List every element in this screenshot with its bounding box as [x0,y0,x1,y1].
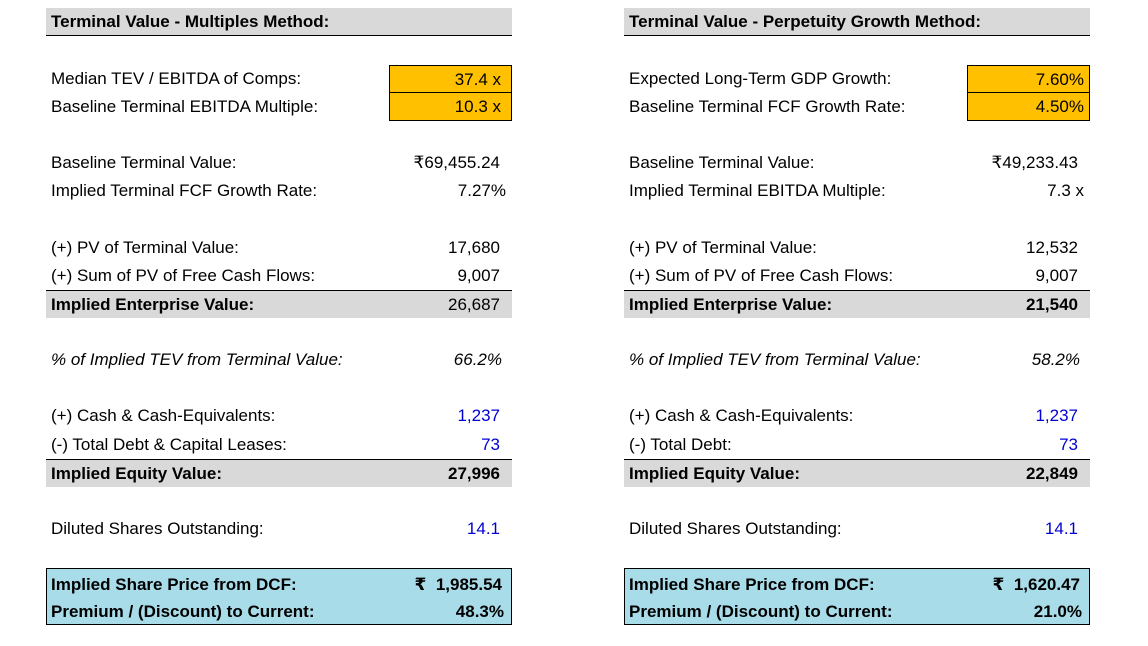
row-debt: (-) Total Debt & Capital Leases: 73 [46,431,512,459]
row-value: ₹49,233.43 [991,153,1078,172]
row-label: Premium / (Discount) to Current: [51,602,315,621]
row-label: Implied Equity Value: [51,464,222,483]
input-label: Baseline Terminal FCF Growth Rate: [629,97,906,116]
row-label: Implied Share Price from DCF: [51,575,297,594]
row-label: Diluted Shares Outstanding: [629,519,842,538]
row-value: 26,687 [448,295,500,314]
row-value: ₹ 1,620.47 [992,575,1080,594]
row-label: (-) Total Debt & Capital Leases: [51,435,287,454]
row-label: (+) Cash & Cash-Equivalents: [629,406,854,425]
input-row-fcf-growth: Baseline Terminal FCF Growth Rate: [624,93,1090,121]
row-implied-share-price: Implied Share Price from DCF: ₹ 1,985.54 [47,571,510,599]
multiples-method-title-row: Terminal Value - Multiples Method: [46,8,512,36]
row-premium-discount: Premium / (Discount) to Current: 21.0% [625,598,1088,626]
row-value: 48.3% [455,602,504,621]
row-label: Implied Enterprise Value: [51,295,255,314]
input-row-terminal-ebitda-multiple: Baseline Terminal EBITDA Multiple: [46,93,512,121]
perpetuity-growth-panel: Terminal Value - Perpetuity Growth Metho… [624,0,1090,646]
row-label: Baseline Terminal Value: [629,153,815,172]
row-value: 73 [1059,435,1078,454]
row-label: Premium / (Discount) to Current: [629,602,893,621]
row-value: 58.2% [1031,350,1080,369]
input-row-median-tev-ebitda: Median TEV / EBITDA of Comps: [46,65,512,93]
row-value: 14.1 [1044,519,1078,538]
row-value: 21,540 [1026,295,1078,314]
row-label: Implied Equity Value: [629,464,800,483]
row-value: 22,849 [1026,464,1078,483]
input-label: Baseline Terminal EBITDA Multiple: [51,97,319,116]
row-implied-equity-value: Implied Equity Value: 22,849 [624,459,1090,487]
section-title: Terminal Value - Multiples Method: [51,12,330,31]
input-label: Median TEV / EBITDA of Comps: [51,69,302,88]
row-value: 66.2% [453,350,502,369]
row-value: 9,007 [457,266,500,285]
row-value: 1,237 [457,406,500,425]
row-implied-share-price: Implied Share Price from DCF: ₹ 1,620.47 [625,571,1088,599]
row-label: Diluted Shares Outstanding: [51,519,264,538]
row-label: (-) Total Debt: [629,435,732,454]
input-row-gdp-growth: Expected Long-Term GDP Growth: [624,65,1090,93]
row-label: Implied Terminal EBITDA Multiple: [629,181,886,200]
row-cash: (+) Cash & Cash-Equivalents: 1,237 [624,402,1090,430]
input-value[interactable]: 4.50% [1035,97,1084,116]
row-diluted-shares: Diluted Shares Outstanding: 14.1 [624,515,1090,543]
row-label: Baseline Terminal Value: [51,153,237,172]
input-value[interactable]: 7.60% [1035,70,1084,89]
input-cell-terminal-ebitda-multiple[interactable]: 10.3 x [389,93,512,121]
row-value: 14.1 [466,519,500,538]
row-label: % of Implied TEV from Terminal Value: [51,350,343,369]
row-value: 73 [481,435,500,454]
row-value: 7.27% [457,181,506,200]
row-label: (+) PV of Terminal Value: [51,238,239,257]
row-label: Implied Share Price from DCF: [629,575,875,594]
row-label: % of Implied TEV from Terminal Value: [629,350,921,369]
row-sum-pv-fcf: (+) Sum of PV of Free Cash Flows: 9,007 [46,262,512,290]
row-label: (+) Cash & Cash-Equivalents: [51,406,276,425]
row-implied-equity-value: Implied Equity Value: 27,996 [46,459,512,487]
row-value: ₹ 1,985.54 [414,575,502,594]
input-cell-median-tev-ebitda[interactable]: 37.4 x [389,65,512,93]
row-baseline-terminal-value: Baseline Terminal Value: ₹49,233.43 [624,149,1090,177]
row-value: 17,680 [448,238,500,257]
row-implied-fcf-growth: Implied Terminal FCF Growth Rate: 7.27% [46,177,512,205]
row-value: ₹69,455.24 [413,153,500,172]
row-label: Implied Enterprise Value: [629,295,833,314]
row-pct-tev-from-tv: % of Implied TEV from Terminal Value: 58… [624,346,1090,374]
row-value: 12,532 [1026,238,1078,257]
row-pv-terminal-value: (+) PV of Terminal Value: 17,680 [46,234,512,262]
row-value: 1,237 [1035,406,1078,425]
multiples-method-panel: Terminal Value - Multiples Method: Media… [46,0,512,646]
input-cell-gdp-growth[interactable]: 7.60% [967,65,1090,93]
row-baseline-terminal-value: Baseline Terminal Value: ₹69,455.24 [46,149,512,177]
row-label: (+) Sum of PV of Free Cash Flows: [629,266,894,285]
row-value: 27,996 [448,464,500,483]
row-implied-ebitda-multiple: Implied Terminal EBITDA Multiple: 7.3 x [624,177,1090,205]
input-label: Expected Long-Term GDP Growth: [629,69,892,88]
input-value[interactable]: 10.3 x [454,97,501,116]
row-sum-pv-fcf: (+) Sum of PV of Free Cash Flows: 9,007 [624,262,1090,290]
row-value: 9,007 [1035,266,1078,285]
section-title: Terminal Value - Perpetuity Growth Metho… [629,12,982,31]
row-implied-enterprise-value: Implied Enterprise Value: 21,540 [624,290,1090,318]
share-price-summary-box: Implied Share Price from DCF: ₹ 1,620.47… [624,568,1090,625]
row-label: Implied Terminal FCF Growth Rate: [51,181,318,200]
row-pv-terminal-value: (+) PV of Terminal Value: 12,532 [624,234,1090,262]
input-value[interactable]: 37.4 x [454,70,501,89]
row-premium-discount: Premium / (Discount) to Current: 48.3% [47,598,510,626]
share-price-summary-box: Implied Share Price from DCF: ₹ 1,985.54… [46,568,512,625]
row-diluted-shares: Diluted Shares Outstanding: 14.1 [46,515,512,543]
row-pct-tev-from-tv: % of Implied TEV from Terminal Value: 66… [46,346,512,374]
row-cash: (+) Cash & Cash-Equivalents: 1,237 [46,402,512,430]
row-value: 7.3 x [1047,181,1084,200]
perpetuity-growth-title-row: Terminal Value - Perpetuity Growth Metho… [624,8,1090,36]
row-label: (+) PV of Terminal Value: [629,238,817,257]
row-value: 21.0% [1033,602,1082,621]
input-cell-fcf-growth[interactable]: 4.50% [967,93,1090,121]
row-label: (+) Sum of PV of Free Cash Flows: [51,266,316,285]
row-implied-enterprise-value: Implied Enterprise Value: 26,687 [46,290,512,318]
row-debt: (-) Total Debt: 73 [624,431,1090,459]
